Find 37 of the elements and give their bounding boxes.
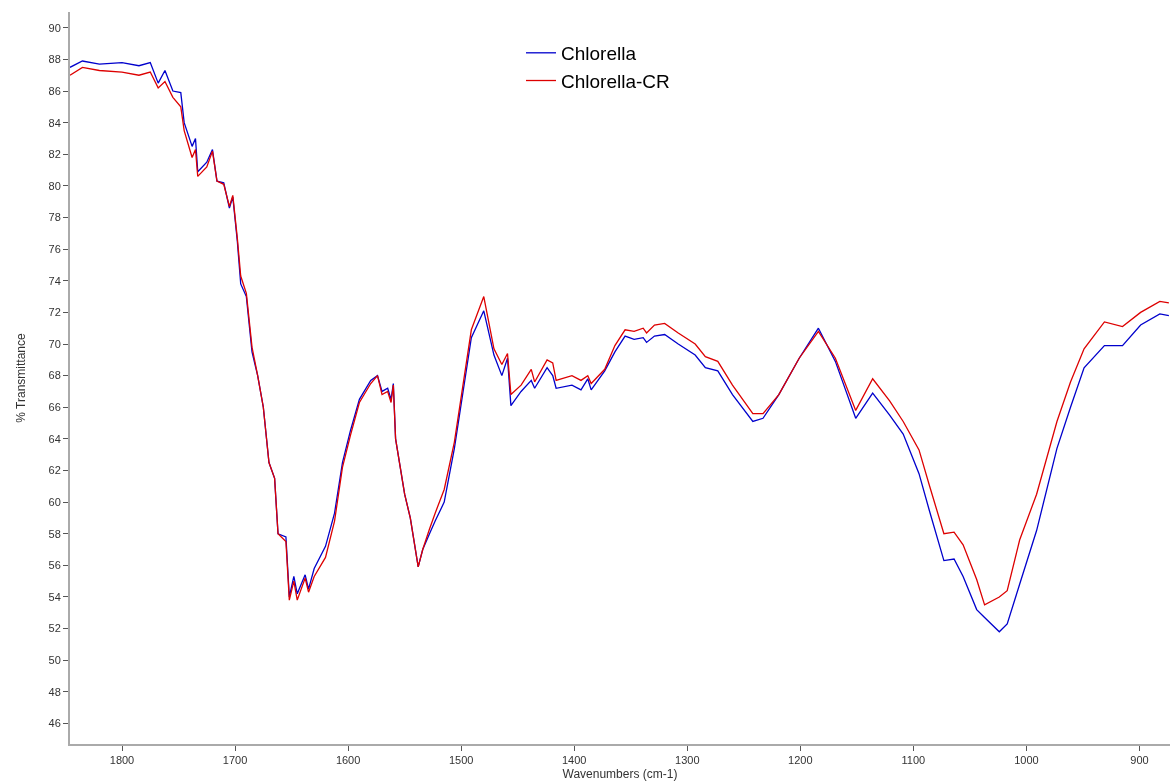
y-tick-label: 74 (48, 274, 61, 287)
legend-label: Chlorella-CR (561, 70, 670, 92)
x-tick-label: 1700 (222, 754, 248, 767)
x-tick-label: 900 (1130, 754, 1149, 767)
y-tick-label: 82 (48, 148, 61, 161)
y-tick-label: 54 (48, 590, 61, 603)
x-tick-label: 1000 (1014, 754, 1039, 767)
x-tick-label: 1100 (901, 754, 926, 767)
legend-label: Chlorella (561, 43, 637, 65)
x-tick-label: 1500 (448, 754, 474, 767)
y-tick-label: 80 (48, 179, 61, 192)
y-tick-label: 86 (48, 84, 61, 97)
x-tick-label: 1400 (561, 754, 587, 767)
y-tick-label: 58 (48, 527, 61, 540)
y-tick-label: 50 (48, 654, 61, 667)
y-tick-label: 46 (48, 717, 61, 730)
y-tick-label: 68 (48, 369, 61, 382)
y-tick-label: 66 (48, 401, 61, 414)
y-axis-title: % Transmittance (14, 332, 29, 423)
y-tick-label: 48 (48, 685, 61, 698)
x-tick-label: 1200 (788, 754, 813, 767)
y-tick-label: 56 (48, 559, 61, 572)
y-tick-label: 52 (48, 622, 61, 635)
x-tick-label: 1800 (109, 754, 135, 767)
x-axis-title: Wavenumbers (cm-1) (562, 766, 678, 781)
y-tick-label: 78 (48, 211, 61, 224)
y-tick-label: 84 (48, 116, 61, 129)
y-tick-label: 88 (48, 53, 61, 66)
y-tick-label: 60 (48, 495, 61, 508)
x-tick-label: 1300 (675, 754, 700, 767)
y-tick-label: 76 (48, 243, 61, 255)
y-tick-label: 62 (48, 464, 61, 477)
x-tick-label: 1600 (335, 754, 361, 767)
y-tick-label: 90 (48, 21, 61, 34)
y-tick-label: 72 (48, 306, 61, 319)
y-tick-label: 64 (48, 432, 61, 445)
y-tick-label: 70 (48, 337, 61, 350)
